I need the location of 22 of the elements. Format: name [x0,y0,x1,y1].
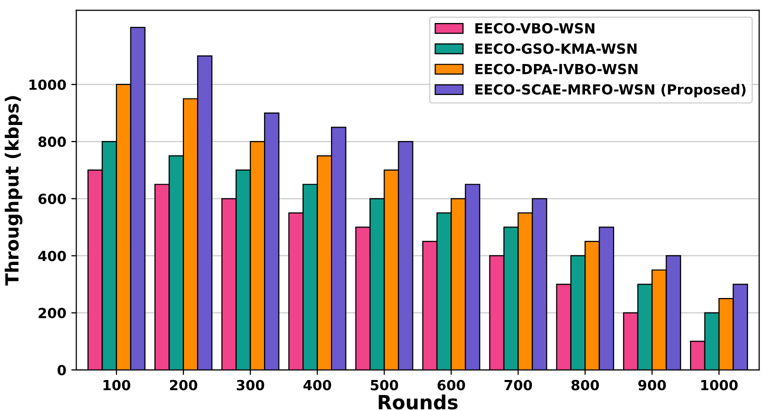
y-tick-label: 800 [38,136,66,148]
y-tick-label: 400 [38,250,66,262]
x-tick-label: 400 [303,380,332,390]
y-axis-title: Throughput (kbps) [4,96,22,286]
legend-label: EECO-GSO-KMA-WSN [475,43,636,54]
legend-label: EECO-DPA-IVBO-WSN [475,64,638,74]
x-tick-label: 1000 [701,380,738,390]
x-tick-label: 900 [638,380,666,390]
x-tick-label: 500 [370,380,398,390]
y-tick-label: 1000 [29,79,66,90]
x-axis-title: Rounds [378,394,458,410]
y-tick-label: 0 [58,364,66,376]
x-tick-label: 300 [236,380,264,390]
x-tick-label: 800 [571,380,599,390]
x-tick-label: 700 [504,380,532,390]
x-tick-label: 100 [104,380,130,390]
legend-label: EECO-SCAE-MRFO-WSN (Proposed) [475,84,746,98]
y-tick-label: 600 [38,194,66,204]
y-tick-label: 200 [38,308,66,318]
x-tick-label: 600 [438,380,466,390]
legend-label: EECO-VBO-WSN [475,23,594,34]
x-tick-label: 200 [170,380,198,390]
